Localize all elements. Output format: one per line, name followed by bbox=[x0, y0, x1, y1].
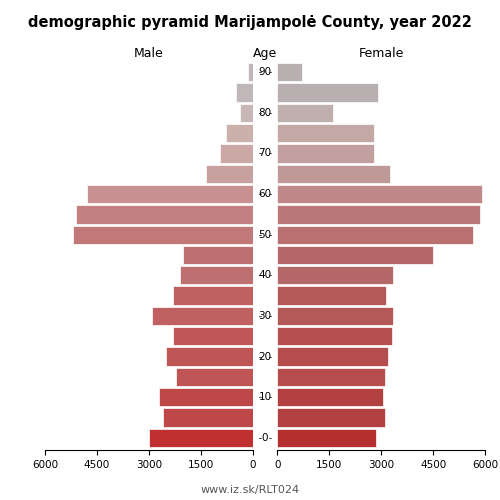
Text: 70: 70 bbox=[258, 148, 272, 158]
Bar bbox=[206, 164, 252, 183]
Bar bbox=[173, 286, 252, 305]
Bar bbox=[162, 408, 252, 426]
Text: 60: 60 bbox=[258, 189, 272, 199]
Bar bbox=[278, 84, 378, 102]
Bar bbox=[152, 307, 252, 325]
Text: 90: 90 bbox=[258, 67, 272, 77]
Text: 30: 30 bbox=[258, 311, 272, 321]
Bar bbox=[278, 124, 374, 142]
Bar bbox=[278, 327, 392, 345]
Bar bbox=[278, 286, 386, 305]
Bar bbox=[278, 205, 480, 224]
Title: Male: Male bbox=[134, 47, 164, 60]
Text: 50: 50 bbox=[258, 230, 272, 239]
Text: www.iz.sk/RLT024: www.iz.sk/RLT024 bbox=[200, 485, 300, 495]
Bar bbox=[278, 246, 433, 264]
Bar bbox=[278, 164, 390, 183]
Bar bbox=[278, 185, 482, 203]
Text: 40: 40 bbox=[258, 270, 272, 280]
Bar bbox=[278, 144, 374, 162]
Bar bbox=[240, 104, 252, 122]
Bar bbox=[173, 327, 252, 345]
Bar bbox=[184, 246, 252, 264]
Bar bbox=[278, 408, 384, 426]
Bar bbox=[176, 368, 252, 386]
Text: 10: 10 bbox=[258, 392, 272, 402]
Bar bbox=[278, 104, 333, 122]
Bar bbox=[278, 226, 473, 244]
Text: 0: 0 bbox=[262, 433, 268, 443]
Bar bbox=[278, 388, 383, 406]
Bar bbox=[278, 348, 388, 366]
Bar bbox=[76, 205, 252, 224]
Bar bbox=[278, 307, 394, 325]
Bar bbox=[220, 144, 252, 162]
Bar bbox=[72, 226, 252, 244]
Bar bbox=[180, 266, 252, 284]
Title: Female: Female bbox=[358, 47, 404, 60]
Bar bbox=[86, 185, 252, 203]
Bar bbox=[149, 428, 252, 447]
Bar bbox=[248, 63, 252, 82]
Bar bbox=[278, 368, 384, 386]
Text: demographic pyramid Marijampolė County, year 2022: demographic pyramid Marijampolė County, … bbox=[28, 15, 472, 30]
Text: 80: 80 bbox=[258, 108, 272, 118]
Bar bbox=[278, 266, 394, 284]
Bar bbox=[236, 84, 252, 102]
Title: Age: Age bbox=[253, 47, 277, 60]
Bar bbox=[278, 63, 301, 82]
Text: 20: 20 bbox=[258, 352, 272, 362]
Bar bbox=[159, 388, 252, 406]
Bar bbox=[166, 348, 252, 366]
Bar bbox=[278, 428, 376, 447]
Bar bbox=[226, 124, 252, 142]
